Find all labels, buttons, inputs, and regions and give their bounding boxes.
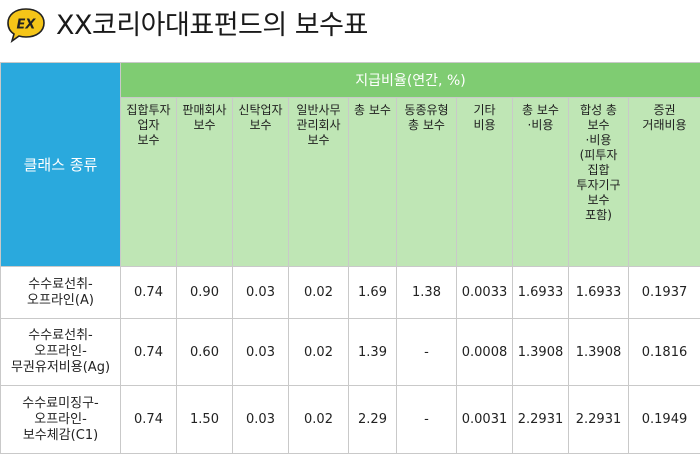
value-cell: 0.02 [288,266,349,319]
column-header: 총 보수 ·비용 [512,97,569,267]
value-cell: 1.50 [176,385,233,454]
value-cell: 0.0031 [456,385,513,454]
value-cell: 0.90 [176,266,233,319]
value-cell: 1.3908 [568,318,629,386]
value-cell: 0.74 [120,318,177,386]
value-cell: 1.69 [348,266,397,319]
column-header: 합성 총 보수 ·비용 (피투자 집합 투자기구 보수 포함) [568,97,629,267]
value-cell: 0.03 [232,318,289,386]
badge-label: EX [17,18,37,33]
class-name-cell: 수수료선취- 오프라인(A) [0,266,121,319]
column-header: 신탁업자 보수 [232,97,289,267]
value-cell: - [396,318,457,386]
column-header: 집합투자 업자 보수 [120,97,177,267]
value-cell: 2.2931 [512,385,569,454]
page-title: XX코리아대표펀드의 보수표 [56,10,368,41]
value-cell: 0.1816 [627,318,700,386]
value-cell: 0.03 [232,266,289,319]
value-cell: 0.74 [120,266,177,319]
page-header: EX XX코리아대표펀드의 보수표 [0,0,700,58]
column-header: 동종유형 총 보수 [396,97,457,267]
value-cell: 1.6933 [512,266,569,319]
table-row: 수수료선취- 오프라인- 무권유저비용(Ag) 0.74 0.60 0.03 0.02 1… [0,318,700,386]
value-cell: 0.1949 [627,385,700,454]
value-cell: 1.6933 [568,266,629,319]
value-cell: 1.38 [396,266,457,319]
value-cell: 0.02 [288,318,349,386]
column-header: 기타 비용 [456,97,513,267]
class-name-cell: 수수료미징구- 오프라인- 보수체감(C1) [0,385,121,454]
fee-table: 클래스 종류 지급비율(연간, %) 집합투자 업자 보수 판매회사 보수 신탁업자… [0,62,700,454]
payment-ratio-header: 지급비율(연간, %) [119,62,700,98]
column-header: 판매회사 보수 [176,97,233,267]
column-header-row: 집합투자 업자 보수 판매회사 보수 신탁업자 보수 일반사무 관리회사 보수 총 보수… [1,97,700,267]
value-cell: 0.0008 [456,318,513,386]
value-cell: 0.02 [288,385,349,454]
ex-badge-icon: EX [7,8,45,43]
value-cell: 0.0033 [456,266,513,319]
value-cell: 1.39 [348,318,397,386]
table-body: 수수료선취- 오프라인(A) 0.74 0.90 0.03 0.02 1.69 1.38 0.… [0,266,700,454]
value-cell: 0.74 [120,385,177,454]
value-cell: 2.29 [348,385,397,454]
column-header: 일반사무 관리회사 보수 [288,97,349,267]
table-row: 수수료미징구- 오프라인- 보수체감(C1) 0.74 1.50 0.03 0.02 2.… [0,385,700,454]
column-header: 증권 거래비용 [627,97,700,267]
value-cell: 0.60 [176,318,233,386]
value-cell: 0.03 [232,385,289,454]
column-header: 총 보수 [348,97,397,267]
value-cell: 2.2931 [568,385,629,454]
value-cell: 0.1937 [627,266,700,319]
class-name-cell: 수수료선취- 오프라인- 무권유저비용(Ag) [0,318,121,386]
table-row: 수수료선취- 오프라인(A) 0.74 0.90 0.03 0.02 1.69 1.38 0.… [0,266,700,319]
value-cell: - [396,385,457,454]
value-cell: 1.3908 [512,318,569,386]
class-type-header: 클래스 종류 [0,62,121,267]
